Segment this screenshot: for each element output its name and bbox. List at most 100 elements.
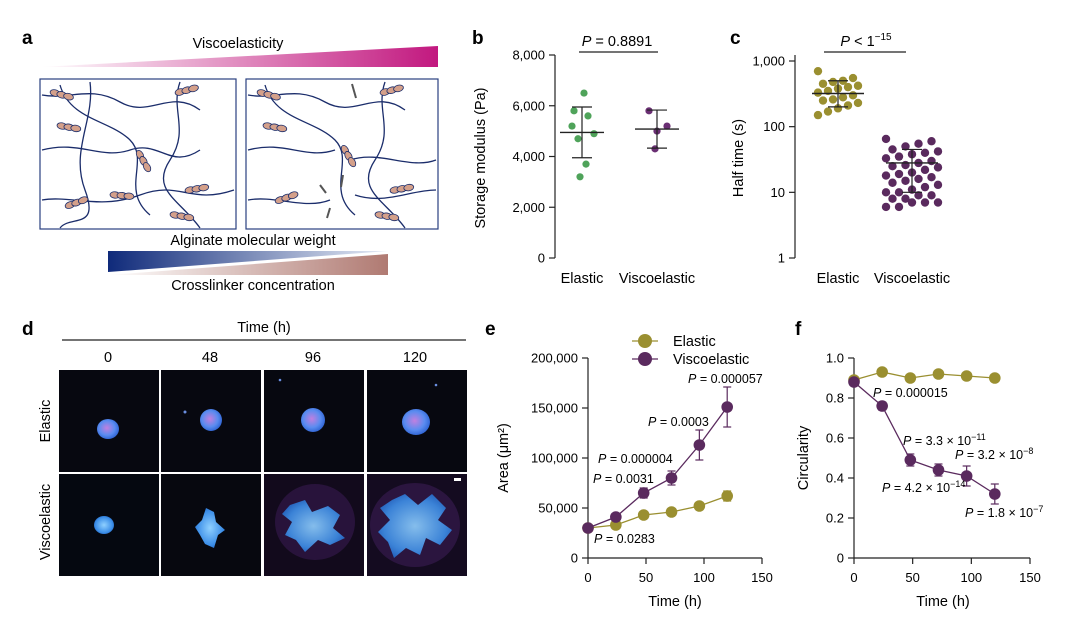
c-point bbox=[927, 137, 936, 146]
c-point bbox=[823, 107, 833, 116]
c-xtick-viscoelastic: Viscoelastic bbox=[874, 271, 950, 287]
f-ytick-label: 0.4 bbox=[826, 471, 844, 486]
f-point-elastic bbox=[876, 366, 888, 378]
crosslink-bead bbox=[198, 183, 210, 192]
c-ytick-label: 1,000 bbox=[752, 54, 785, 69]
d-cell-visco-48 bbox=[195, 508, 225, 548]
c-point bbox=[901, 142, 910, 151]
f-point-viscoelastic bbox=[876, 400, 888, 412]
b-xtick-viscoelastic: Viscoelastic bbox=[619, 271, 695, 287]
e-point-elastic bbox=[610, 519, 622, 531]
polymer-chain bbox=[264, 84, 356, 216]
c-xtick-elastic: Elastic bbox=[817, 271, 860, 287]
panel-letter-c: c bbox=[730, 28, 741, 49]
d-time-label: Time (h) bbox=[237, 320, 290, 336]
arrow-line bbox=[326, 207, 331, 219]
b-point bbox=[663, 122, 671, 130]
b-ytick-label: 4,000 bbox=[512, 149, 545, 164]
b-yticks: 0 2,000 4,000 6,000 8,000 bbox=[512, 48, 555, 266]
c-point bbox=[848, 73, 858, 83]
polymer-chain bbox=[59, 84, 151, 216]
polymer-chain bbox=[367, 81, 406, 229]
e-ytick-label: 0 bbox=[571, 551, 578, 566]
b-point bbox=[590, 130, 598, 138]
d-cell-elastic-48 bbox=[200, 409, 222, 431]
c-point bbox=[914, 191, 923, 200]
e-annot-2: P = 0.000004 bbox=[598, 452, 673, 466]
b-point bbox=[568, 122, 576, 130]
d-col-120: 120 bbox=[403, 350, 427, 366]
f-ytick-label: 1.0 bbox=[826, 351, 844, 366]
b-point bbox=[580, 89, 588, 97]
c-point bbox=[901, 160, 910, 170]
b-point bbox=[576, 173, 584, 181]
f-ytick-label: 0 bbox=[837, 551, 844, 566]
c-point bbox=[894, 188, 904, 197]
d-cell-elastic-120 bbox=[402, 409, 430, 435]
f-xlabel: Time (h) bbox=[916, 594, 969, 610]
crosslink-bead bbox=[403, 183, 415, 192]
e-point-viscoelastic bbox=[665, 472, 678, 484]
e-annot-0: P = 0.000057 bbox=[688, 372, 763, 386]
f-annot-1: P = 3.3 × 10−11 bbox=[903, 432, 986, 448]
c-point bbox=[813, 88, 823, 97]
f-line-elastic bbox=[853, 371, 995, 381]
c-point bbox=[881, 171, 891, 180]
c-point bbox=[933, 198, 943, 207]
f-ytick-label: 0.8 bbox=[826, 391, 844, 406]
crosslink-bead bbox=[287, 191, 299, 200]
crosslink-bead bbox=[270, 92, 281, 101]
c-point bbox=[894, 152, 904, 161]
arrow-line bbox=[351, 83, 357, 99]
c-point bbox=[920, 148, 930, 157]
b-ytick-label: 2,000 bbox=[512, 200, 545, 215]
e-xtick-label: 150 bbox=[751, 570, 773, 585]
panel-f: f Circularity 00.20.40.60.81.00 50 100 150 … bbox=[795, 319, 1043, 610]
c-point bbox=[920, 182, 930, 192]
crosslink-bead bbox=[142, 162, 152, 173]
c-point bbox=[920, 165, 930, 175]
c-ytick-label: 100 bbox=[763, 119, 785, 134]
legend-label-elastic: Elastic bbox=[673, 334, 716, 350]
viscoelasticity-label: Viscoelasticity bbox=[193, 36, 285, 52]
e-point-elastic bbox=[665, 506, 678, 518]
f-xtick-label: 50 bbox=[905, 570, 919, 585]
c-point bbox=[853, 81, 863, 90]
c-point bbox=[853, 98, 863, 108]
e-xtick-label: 50 bbox=[639, 570, 653, 585]
crosslink-bead bbox=[123, 192, 135, 200]
e-annot-3: P = 0.0031 bbox=[593, 472, 654, 486]
d-cell-visco-0 bbox=[94, 516, 114, 534]
e-point-elastic bbox=[721, 490, 733, 502]
d-col-48: 48 bbox=[202, 350, 218, 366]
panel-letter-b: b bbox=[472, 28, 484, 49]
c-point bbox=[920, 198, 930, 207]
e-xtick-label: 0 bbox=[584, 570, 591, 585]
b-ytick-label: 8,000 bbox=[512, 48, 545, 63]
e-series bbox=[582, 386, 733, 534]
c-point bbox=[927, 156, 936, 166]
f-xtick-label: 0 bbox=[850, 570, 857, 585]
b-point bbox=[645, 107, 653, 115]
f-point-viscoelastic bbox=[960, 470, 973, 482]
f-ticks: 0 0.2 0.4 0.6 0.8 1.0 0 50 100 150 bbox=[826, 351, 1041, 586]
d-speck bbox=[183, 410, 187, 414]
molecular-weight-wedge bbox=[108, 251, 388, 272]
e-point-elastic bbox=[637, 509, 650, 521]
c-point bbox=[881, 188, 891, 197]
e-ytick-label: 200,000 bbox=[531, 351, 578, 366]
d-row-viscoelastic: Viscoelastic bbox=[38, 484, 54, 560]
polymer-chain bbox=[354, 189, 437, 199]
b-p-label: P = 0.8891 bbox=[582, 34, 653, 50]
d-cell-visco-96 bbox=[282, 500, 345, 552]
polymer-chain bbox=[41, 189, 235, 203]
molecular-weight-label: Alginate molecular weight bbox=[170, 233, 335, 249]
f-xtick-label: 150 bbox=[1019, 570, 1041, 585]
panel-letter-f: f bbox=[795, 319, 802, 340]
c-point bbox=[888, 178, 897, 187]
panel-a: a Viscoelasticity Alginate molecular wei… bbox=[22, 28, 439, 294]
f-annot-3: P = 4.2 × 10−14 bbox=[882, 479, 965, 495]
c-point bbox=[881, 154, 891, 163]
c-point bbox=[894, 202, 904, 212]
c-point bbox=[914, 174, 923, 184]
